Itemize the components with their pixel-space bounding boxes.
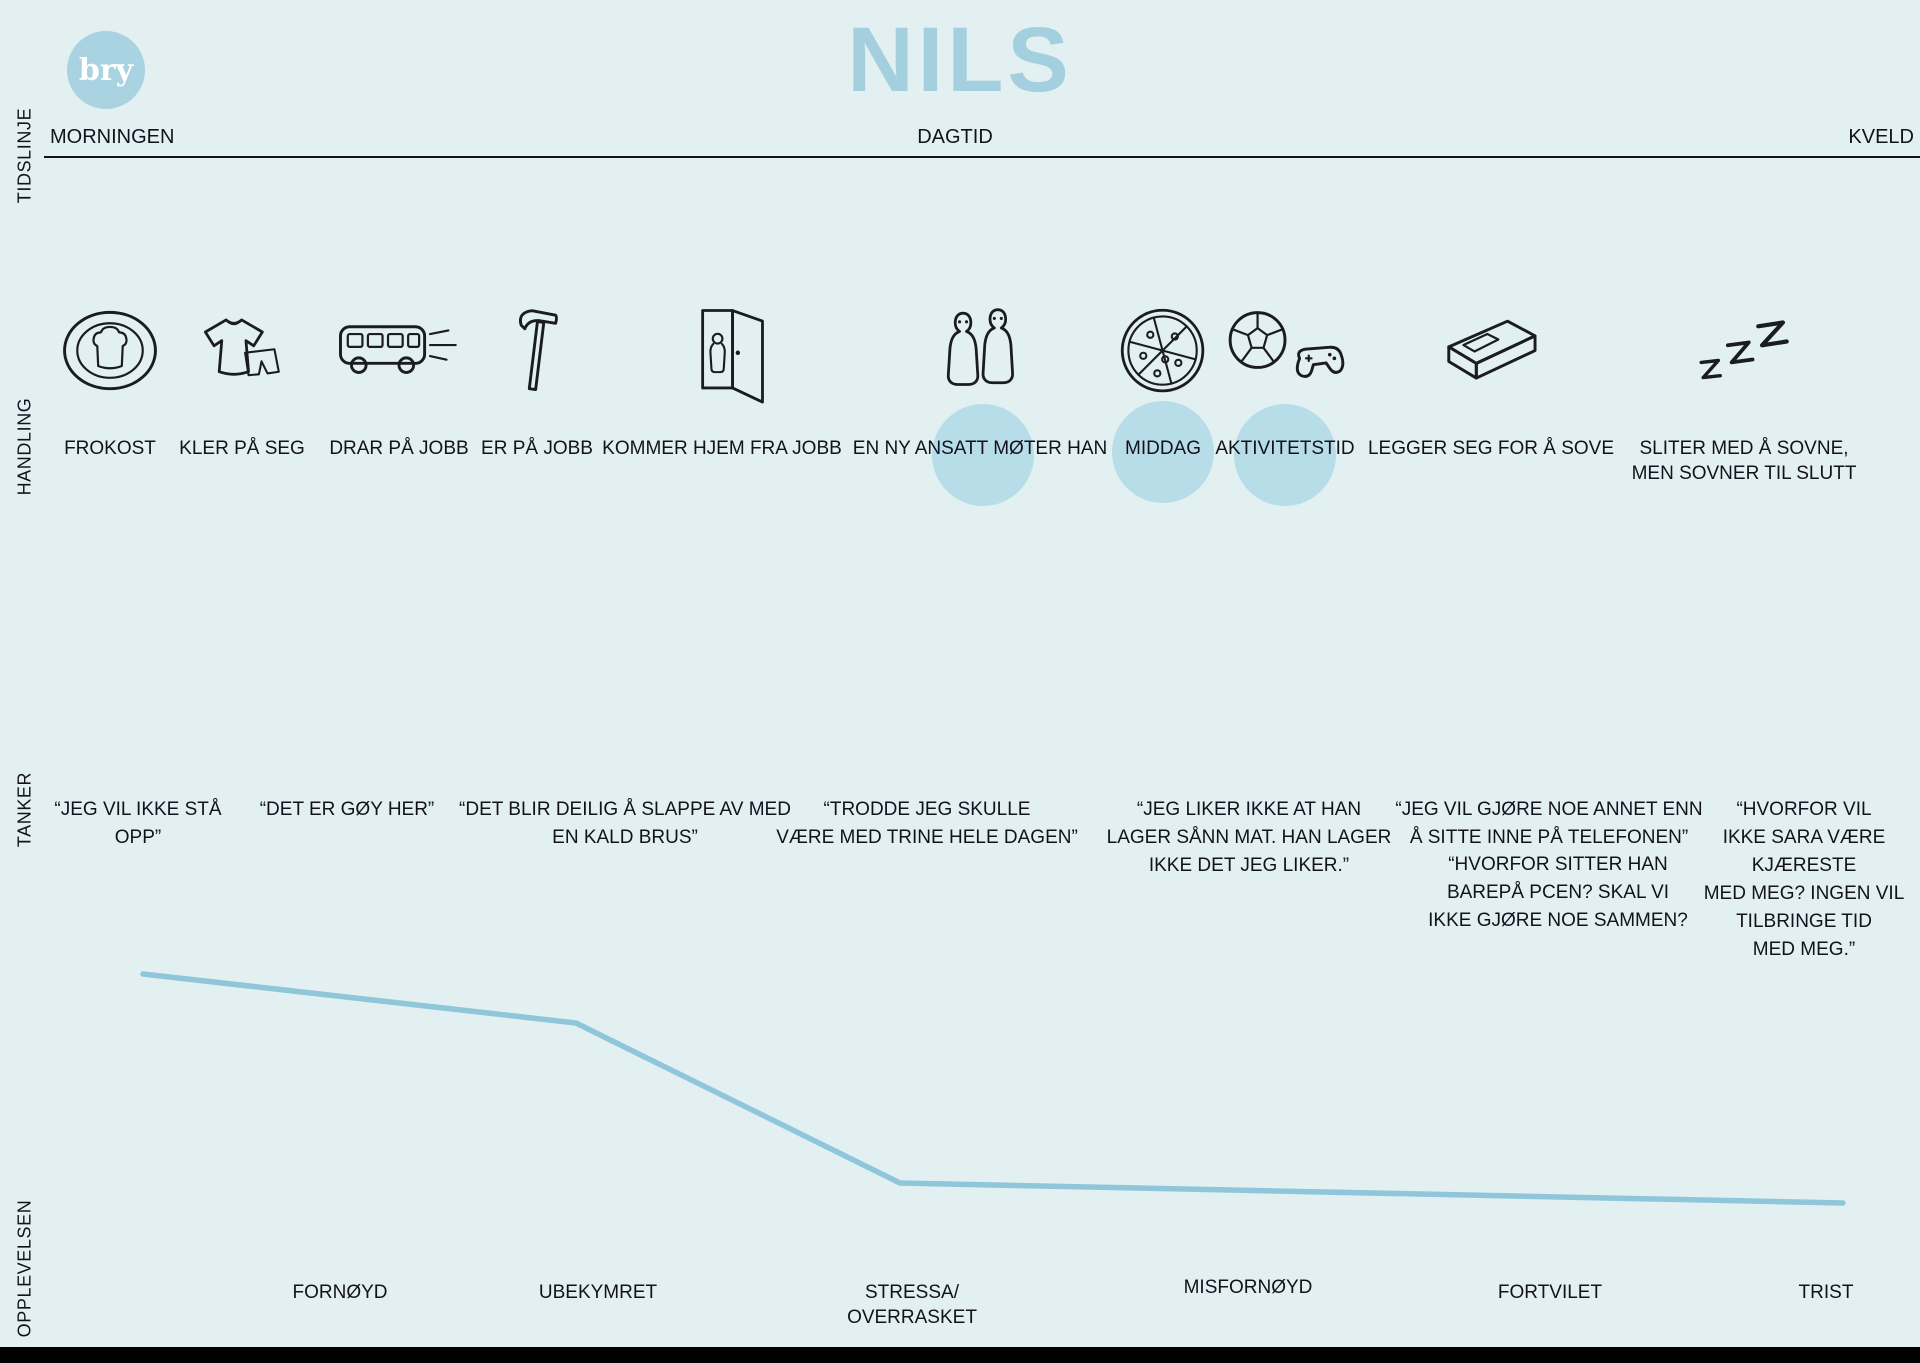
emotion-trist: TRIST <box>1798 1282 1854 1303</box>
action-aktivitetstid: AKTIVITETSTID <box>1175 292 1395 461</box>
emotion-fortvilet: FORTVILET <box>1497 1282 1603 1303</box>
action-drar-pa-jobb: DRAR PÅ JOBB <box>299 292 499 461</box>
action-label: KLER PÅ SEG <box>179 438 305 459</box>
emotion-stressa-overrasket: STRESSA/ OVERRASKET <box>847 1282 977 1328</box>
action-label: KOMMER HJEM FRA JOBB <box>602 438 842 459</box>
timeline-label-kveld: KVELD <box>1848 126 1914 148</box>
bry-logo: bry <box>67 31 145 109</box>
action-kommer-hjem: KOMMER HJEM FRA JOBB <box>582 292 862 461</box>
action-frokost: FROKOST <box>10 292 210 461</box>
two-people-icon <box>930 292 1030 410</box>
bry-logo-text: bry <box>78 52 134 88</box>
action-label: AKTIVITETSTID <box>1215 438 1355 459</box>
experience-line <box>140 971 1846 1206</box>
bed-icon <box>1435 292 1547 410</box>
action-label: SLITER MED Å SOVNE, MEN SOVNER TIL SLUTT <box>1631 438 1857 484</box>
thought-1: “JEG VIL IKKE STÅ OPP” <box>54 799 222 848</box>
thought-5: “JEG LIKER IKKE AT HAN LAGER SÅNN MAT. H… <box>1106 799 1392 876</box>
action-middag: MIDDAG <box>1083 292 1243 461</box>
timeline-label-morningen: MORNINGEN <box>50 126 175 148</box>
page-title: NILS <box>847 9 1073 111</box>
emotion-ubekymret: UBEKYMRET <box>538 1282 658 1303</box>
action-label: DRAR PÅ JOBB <box>329 438 469 459</box>
thought-6: “JEG VIL GJØRE NOE ANNET ENN Å SITTE INN… <box>1395 799 1703 848</box>
thought-7: “HVORFOR SITTER HAN BAREPÅ PCEN? SKAL VI… <box>1428 854 1688 931</box>
thought-4: “TRODDE JEG SKULLE VÆRE MED TRINE HELE D… <box>776 799 1078 848</box>
bus-icon <box>335 292 463 410</box>
emotion-fornoyd: FORNØYD <box>292 1282 388 1303</box>
pizza-icon <box>1117 292 1209 410</box>
highlight-circle-1 <box>932 404 1034 506</box>
thought-2: “DET ER GØY HER” <box>259 799 435 820</box>
action-er-pa-jobb: ER PÅ JOBB <box>437 292 637 461</box>
row-label-tidslinje: TIDSLINJE <box>14 107 35 204</box>
emotion-misfornoyd: MISFORNØYD <box>1183 1277 1313 1298</box>
hammer-icon <box>503 292 571 410</box>
plate-toast-icon <box>60 292 160 410</box>
thought-8: “HVORFOR VIL IKKE SARA VÆRE KJÆRESTE MED… <box>1703 799 1905 960</box>
action-label: EN NY ANSATT MØTER HAN <box>852 438 1108 459</box>
action-ny-ansatt: EN NY ANSATT MØTER HAN <box>840 292 1120 461</box>
footer-bar <box>0 1347 1920 1363</box>
action-sliter-med-a-sovne: SLITER MED Å SOVNE, MEN SOVNER TIL SLUTT <box>1604 292 1884 486</box>
zzz-icon <box>1689 292 1799 410</box>
action-kler-pa-seg: KLER PÅ SEG <box>142 292 342 461</box>
timeline-line <box>44 156 1920 158</box>
timeline-label-dagtid: DAGTID <box>917 126 993 148</box>
thought-3: “DET BLIR DEILIG Å SLAPPE AV MED EN KALD… <box>459 799 791 848</box>
soccer-gamepad-icon <box>1221 292 1349 410</box>
action-label: ER PÅ JOBB <box>481 438 593 459</box>
clothes-icon <box>195 292 290 410</box>
action-label: FROKOST <box>64 438 156 459</box>
action-legger-seg: LEGGER SEG FOR Å SOVE <box>1351 292 1631 461</box>
action-label: MIDDAG <box>1125 438 1201 459</box>
highlight-circle-2 <box>1112 401 1214 503</box>
row-label-opplevelsen: OPPLEVELSEN <box>14 1199 35 1338</box>
open-door-icon <box>678 292 766 410</box>
action-label: LEGGER SEG FOR Å SOVE <box>1367 438 1614 459</box>
highlight-circle-3 <box>1234 404 1336 506</box>
